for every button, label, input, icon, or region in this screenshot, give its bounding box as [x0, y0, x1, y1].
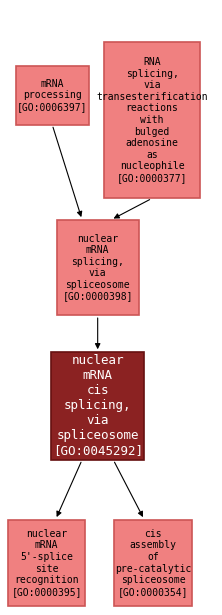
- Text: mRNA
processing
[GO:0006397]: mRNA processing [GO:0006397]: [17, 79, 87, 112]
- Text: cis
assembly
of
pre-catalytic
spliceosome
[GO:0000354]: cis assembly of pre-catalytic spliceosom…: [115, 529, 191, 597]
- FancyBboxPatch shape: [57, 220, 139, 315]
- Text: nuclear
mRNA
splicing,
via
spliceosome
[GO:0000398]: nuclear mRNA splicing, via spliceosome […: [62, 234, 133, 301]
- FancyBboxPatch shape: [16, 66, 89, 124]
- Text: RNA
splicing,
via
transesterification
reactions
with
bulged
adenosine
as
nucleop: RNA splicing, via transesterification re…: [96, 57, 208, 183]
- Text: nuclear
mRNA
5'-splice
site
recognition
[GO:0000395]: nuclear mRNA 5'-splice site recognition …: [11, 529, 82, 597]
- Text: nuclear
mRNA
cis
splicing,
via
spliceosome
[GO:0045292]: nuclear mRNA cis splicing, via spliceoso…: [53, 354, 143, 458]
- FancyBboxPatch shape: [51, 352, 144, 459]
- FancyBboxPatch shape: [8, 520, 85, 606]
- FancyBboxPatch shape: [114, 520, 192, 606]
- FancyBboxPatch shape: [104, 42, 200, 198]
